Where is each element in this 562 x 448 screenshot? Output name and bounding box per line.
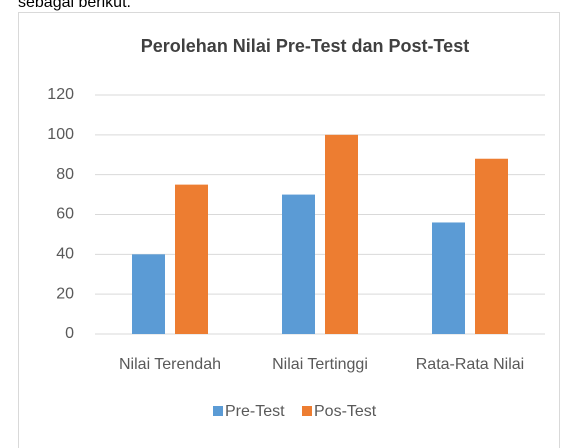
x-tick-label: Nilai Terendah [119, 356, 221, 373]
bar [132, 254, 165, 334]
legend-swatch [302, 406, 312, 416]
y-tick-label: 0 [65, 325, 74, 342]
y-tick-label: 120 [47, 86, 74, 103]
y-tick-label: 100 [47, 126, 74, 143]
bar [282, 194, 315, 334]
bar [175, 184, 208, 334]
x-tick-label: Rata-Rata Nilai [416, 356, 524, 373]
y-tick-label: 80 [56, 166, 74, 183]
bar [325, 134, 358, 334]
y-tick-label: 40 [56, 246, 74, 263]
legend-label: Pos-Test [314, 403, 377, 420]
bar [475, 158, 508, 334]
bar [432, 222, 465, 334]
y-tick-label: 60 [56, 206, 74, 223]
x-tick-label: Nilai Tertinggi [272, 356, 368, 373]
y-tick-label: 20 [56, 285, 74, 302]
chart-title: Perolehan Nilai Pre-Test dan Post-Test [141, 36, 469, 56]
legend-label: Pre-Test [225, 403, 285, 420]
page-text: sebagai berikut. [18, 0, 131, 11]
legend-swatch [213, 406, 223, 416]
